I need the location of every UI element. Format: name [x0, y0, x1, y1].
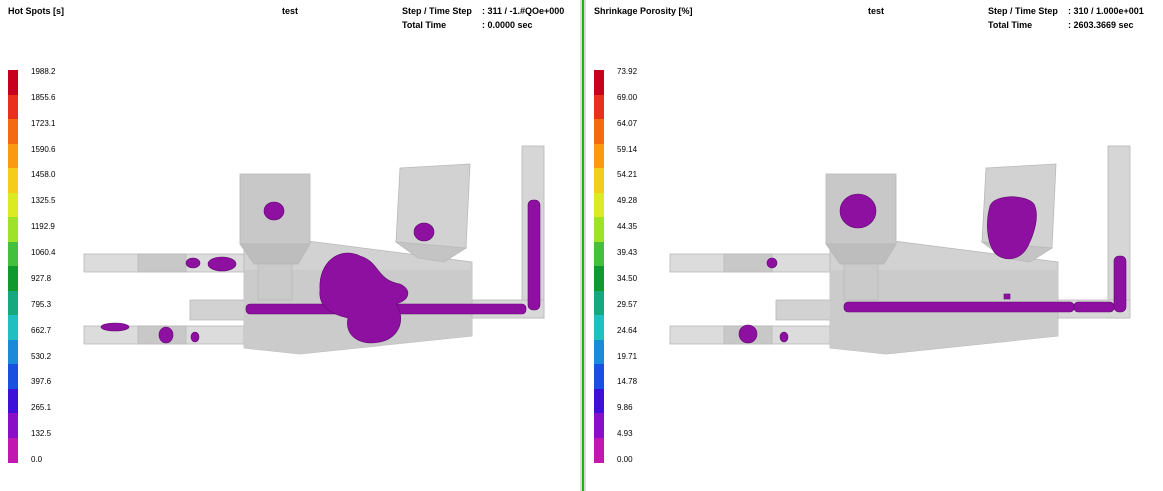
legend-tick-label: 1060.4	[31, 248, 56, 258]
legend-swatch	[594, 241, 604, 267]
legend-tick-label: 927.8	[31, 273, 52, 283]
legend-swatch	[594, 70, 604, 95]
legend-swatch	[594, 290, 604, 316]
legend-swatch	[594, 192, 604, 218]
left-viewport[interactable]: Hot Spots [s] test Step / Time Step : 31…	[0, 0, 580, 491]
legend-tick-label: 59.14	[617, 144, 638, 154]
casting-model[interactable]	[586, 0, 1163, 491]
legend-swatch	[594, 217, 604, 242]
legend-tick-label: 397.6	[31, 377, 52, 387]
step-value: : 310 / 1.000e+001	[1068, 6, 1144, 16]
legend-tick-label: 49.28	[617, 196, 638, 206]
legend-swatch	[594, 437, 604, 463]
legend-swatch	[8, 315, 18, 340]
legend-swatch	[8, 217, 18, 242]
legend-tick-label: 39.43	[617, 248, 638, 258]
legend-swatch	[594, 388, 604, 414]
legend-tick-label: 1458.0	[31, 170, 56, 180]
time-label: Total Time	[988, 20, 1033, 30]
legend-tick-label: 4.93	[617, 429, 633, 439]
defect-regions	[738, 193, 1127, 344]
legend-tick-label: 1325.5	[31, 196, 56, 206]
legend-tick-label: 662.7	[31, 325, 52, 335]
legend-tick-label: 0.0	[31, 455, 43, 464]
legend-swatch	[8, 94, 18, 120]
legend-tick-label: 1988.2	[31, 67, 56, 76]
legend-tick-label: 69.00	[617, 92, 638, 102]
legend-swatch	[8, 143, 18, 169]
legend-tick-label: 19.71	[617, 351, 638, 361]
defect-regions	[100, 199, 541, 344]
step-value: : 311 / -1.#QOe+000	[482, 6, 565, 16]
sprue-cone	[239, 243, 311, 265]
legend-swatch	[8, 339, 18, 365]
riser-tilted	[395, 163, 471, 257]
legend-tick-label: 132.5	[31, 429, 52, 439]
legend-tick-label: 24.64	[617, 325, 638, 335]
legend-swatch	[594, 339, 604, 365]
legend-swatch	[8, 241, 18, 267]
legend-swatch	[594, 266, 604, 291]
legend-tick-label: 1192.9	[31, 222, 55, 232]
legend-swatch	[8, 192, 18, 218]
legend-tick-label: 0.00	[617, 455, 633, 464]
legend-swatch	[8, 413, 18, 438]
legend-tick-label: 530.2	[31, 351, 52, 361]
legend-tick-label: 14.78	[617, 377, 638, 387]
result-label: Hot Spots [s]	[8, 6, 64, 16]
legend-swatch	[594, 143, 604, 169]
casting-model[interactable]	[0, 0, 580, 491]
legend-tick-label: 34.50	[617, 273, 638, 283]
step-label: Step / Time Step	[988, 6, 1058, 16]
color-legend: 73.92 69.00 64.07 59.14 54.21 49.28 44.35 39.43…	[594, 67, 654, 464]
legend-tick-label: 1723.1	[31, 118, 56, 128]
legend-tick-label: 9.86	[617, 403, 633, 413]
legend-swatch	[8, 388, 18, 414]
legend-swatch	[8, 119, 18, 144]
legend-swatch	[594, 168, 604, 193]
legend-swatch	[8, 70, 18, 95]
legend-swatch	[594, 119, 604, 144]
time-value: : 2603.3669 sec	[1068, 20, 1134, 30]
time-value: : 0.0000 sec	[482, 20, 533, 30]
legend-swatch	[594, 413, 604, 438]
time-label: Total Time	[402, 20, 447, 30]
legend-swatch	[8, 168, 18, 193]
legend-swatch	[594, 364, 604, 389]
result-label: Shrinkage Porosity [%]	[594, 6, 693, 16]
legend-swatch	[8, 266, 18, 291]
legend-swatch	[594, 94, 604, 120]
legend-tick-label: 1590.6	[31, 144, 56, 154]
legend-tick-label: 1855.6	[31, 92, 56, 102]
legend-swatch	[594, 315, 604, 340]
legend-swatch	[8, 290, 18, 316]
step-label: Step / Time Step	[402, 6, 472, 16]
legend-swatch	[8, 364, 18, 389]
color-legend: 1988.2 1855.6 1723.1 1590.6 1458.0 1325.5 1192…	[8, 67, 68, 464]
legend-tick-label: 29.57	[617, 299, 638, 309]
legend-tick-label: 73.92	[617, 67, 638, 76]
project-name: test	[868, 6, 885, 16]
legend-tick-label: 54.21	[617, 170, 638, 180]
project-name: test	[282, 6, 299, 16]
legend-tick-label: 44.35	[617, 222, 638, 232]
runner-upper-left-joint	[137, 253, 187, 273]
legend-tick-label: 265.1	[31, 403, 52, 413]
viewport-splitter[interactable]	[580, 0, 586, 491]
legend-swatch	[8, 437, 18, 463]
legend-tick-label: 64.07	[617, 118, 638, 128]
legend-tick-label: 795.3	[31, 299, 52, 309]
right-viewport[interactable]: Shrinkage Porosity [%] test Step / Time …	[586, 0, 1163, 491]
